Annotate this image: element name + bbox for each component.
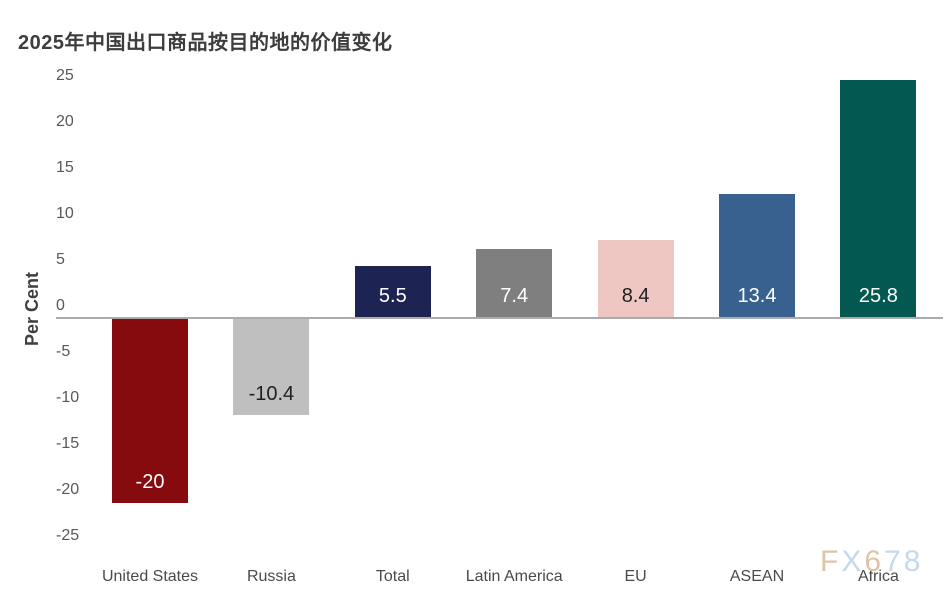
bar-russia: -10.4 <box>233 319 310 415</box>
bar-united-states: -20 <box>112 319 188 503</box>
bar-value-label: 13.4 <box>737 284 777 307</box>
bar-value-label: -10.4 <box>248 382 295 405</box>
x-category-label: EU <box>624 568 647 585</box>
y-tick-label: 5 <box>56 251 65 268</box>
y-tick-label: -25 <box>56 527 80 544</box>
y-tick-label: -20 <box>56 481 80 498</box>
watermark-letter: 6 <box>864 545 885 578</box>
bar-value-label: 25.8 <box>858 284 898 307</box>
watermark-letter: 7 <box>884 545 904 578</box>
x-axis-line <box>56 317 943 319</box>
watermark-letter: X <box>841 545 865 578</box>
bar-value-label: 8.4 <box>621 284 650 307</box>
x-category-label: Africa <box>857 568 899 585</box>
y-tick-label: 25 <box>56 67 74 84</box>
y-tick-label: 10 <box>56 205 74 222</box>
y-tick-label: 20 <box>56 113 74 130</box>
bar-value-label: -20 <box>135 471 165 493</box>
watermark-letter: 8 <box>903 545 924 578</box>
y-tick-label: -5 <box>56 343 71 360</box>
x-category-label: Russia <box>246 568 296 585</box>
bar-latin-america: 7.4 <box>476 248 553 317</box>
bar-eu: 8.4 <box>597 239 674 317</box>
x-category-label: United States <box>101 568 199 585</box>
chart-title: 2025年中国出口商品按目的地的价值变化 <box>18 32 393 54</box>
bar-value-label: 5.5 <box>378 284 407 307</box>
bar-asean: 13.4 <box>719 193 795 317</box>
y-tick-label: 0 <box>56 297 65 314</box>
watermark-letter: F <box>820 545 842 578</box>
bar-total: 5.5 <box>354 266 431 317</box>
bar-value-label: 7.4 <box>500 284 529 307</box>
bar-africa: 25.8 <box>840 79 917 317</box>
y-tick-label: -10 <box>56 389 80 406</box>
x-category-label: Total <box>375 568 410 585</box>
watermark: FX678 <box>820 545 923 579</box>
x-category-label: ASEAN <box>729 568 785 585</box>
y-tick-label: 15 <box>56 159 74 176</box>
x-category-label: Latin America <box>465 568 563 585</box>
y-tick-label: -15 <box>56 435 80 452</box>
